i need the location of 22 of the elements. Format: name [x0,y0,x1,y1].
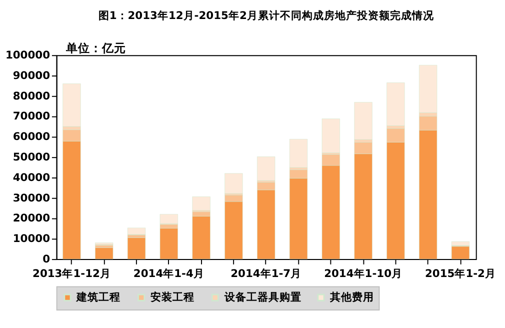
y-tick-label: 0 [42,252,50,266]
legend-label: 安装工程 [150,290,195,304]
y-tick-label: 60000 [12,130,50,144]
x-tick-label: 2013年1-12月 [32,267,111,280]
x-tick-label: 2014年1-7月 [230,267,302,280]
text: 单位：亿元 [65,41,126,56]
y-tick-label: 50000 [12,150,50,164]
x-tick-label: 2014年1-4月 [133,267,204,280]
y-tick-label: 30000 [12,191,50,204]
y-tick-label: 20000 [12,212,50,225]
y-tick-label: 70000 [12,110,50,123]
legend-label: 其他费用 [329,290,374,304]
y-tick-label: 100000 [5,48,50,62]
x-tick-label: 2014年1-10月 [324,267,402,280]
chart-title: 图1：2013年12月-2015年2月累计不同构成房地产投资额完成情况 [98,9,435,22]
legend-label: 建筑工程 [76,290,121,304]
legend-label: 设备工器具购置 [223,290,302,304]
y-tick-label: 40000 [12,170,50,184]
y-tick-label: 80000 [12,89,50,102]
x-tick-label: 2015年1-2月 [424,267,496,280]
y-tick-label: 10000 [12,232,50,246]
y-tick-label: 90000 [12,68,50,82]
